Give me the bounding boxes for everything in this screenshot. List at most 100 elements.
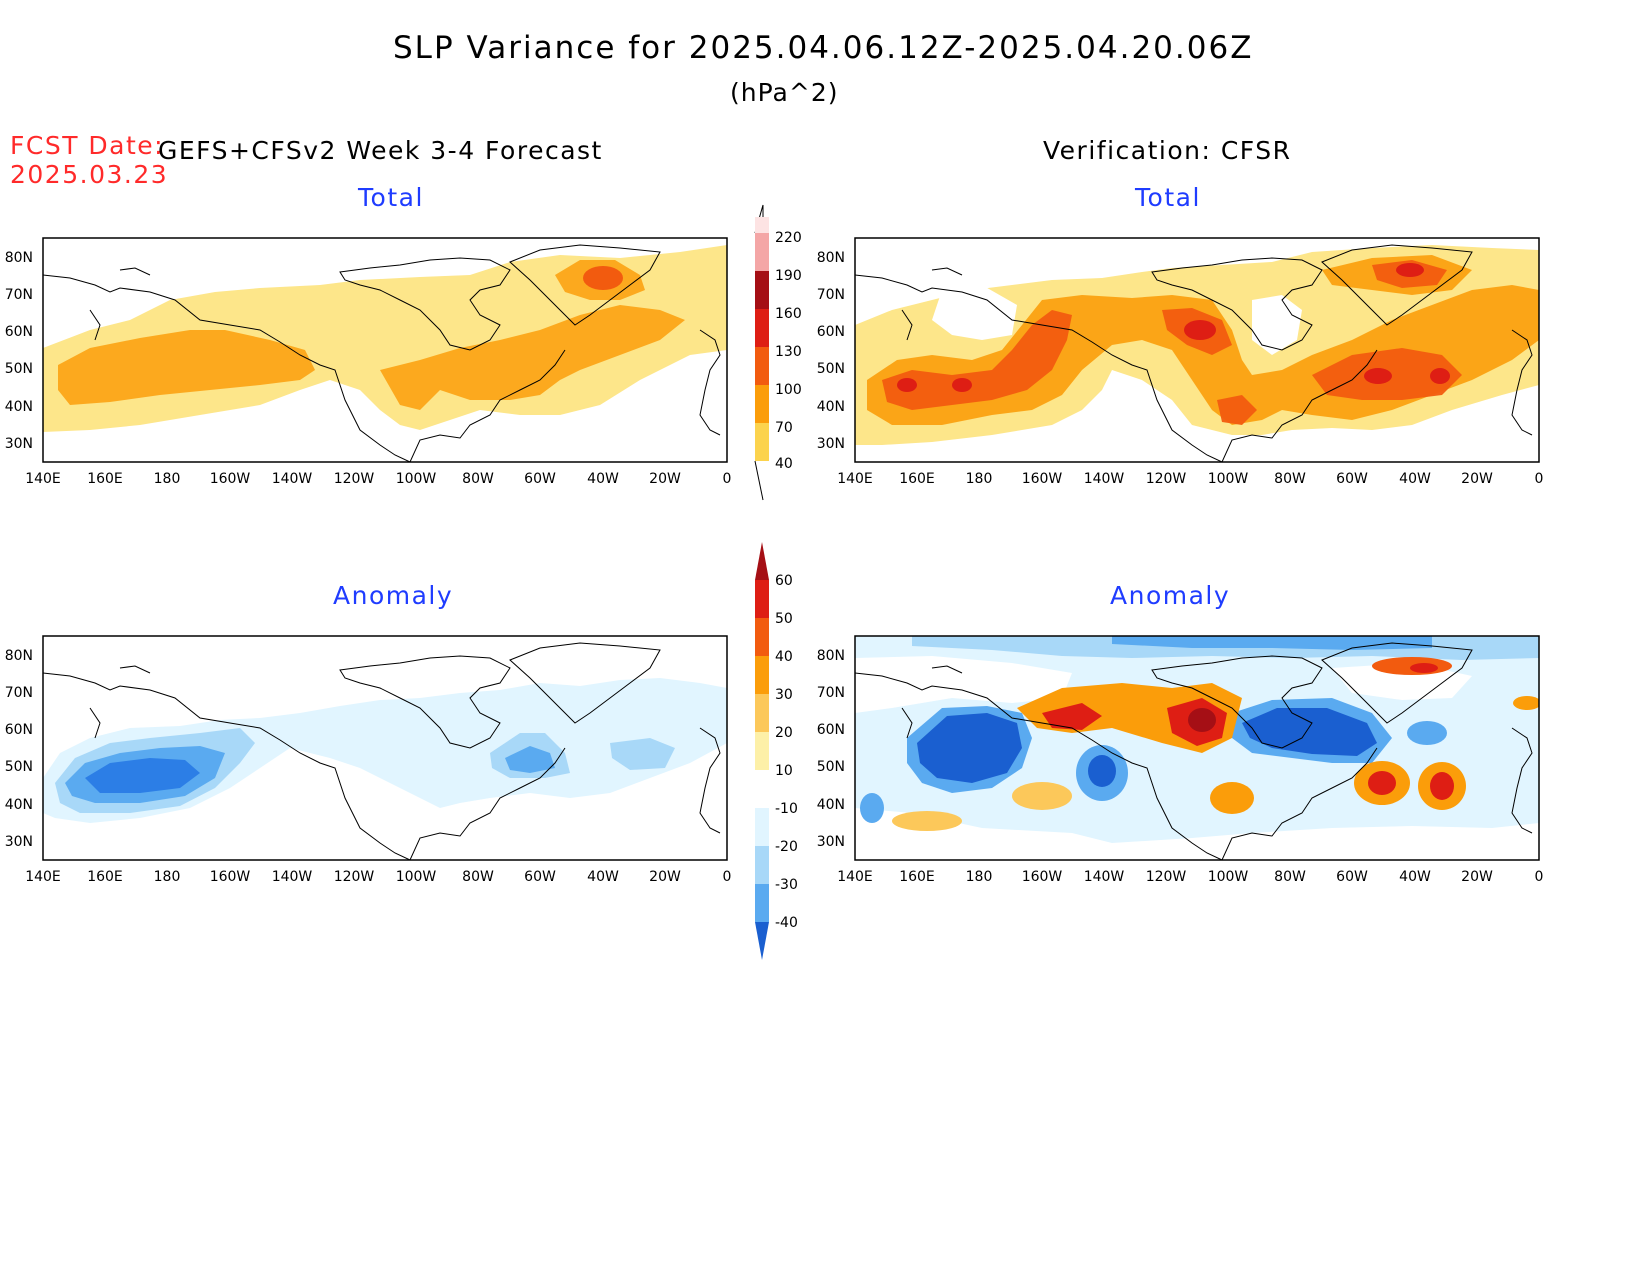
svg-text:60N: 60N: [817, 324, 845, 340]
colorbar-anomaly-bin-0: [755, 580, 769, 618]
svg-text:140W: 140W: [1084, 869, 1125, 885]
colorbar-total: 220 190 160 130 100 70 40: [754, 204, 802, 501]
svg-text:40W: 40W: [1399, 869, 1431, 885]
svg-text:80N: 80N: [817, 250, 845, 266]
colorbar-total-bin-3: [755, 309, 769, 347]
svg-text:0: 0: [1535, 869, 1544, 885]
svg-text:140W: 140W: [272, 471, 313, 487]
svg-text:120W: 120W: [1146, 869, 1187, 885]
map-verification-total: 80N 70N 60N 50N 40N 30N 140E 160E 180 16…: [817, 237, 1544, 487]
shading-neg40-gulf: [1088, 755, 1116, 787]
svg-text:30N: 30N: [817, 436, 845, 452]
colorbar-total-bottom-tip: [754, 460, 764, 501]
svg-text:0: 0: [1535, 471, 1544, 487]
svg-text:40W: 40W: [587, 471, 619, 487]
svg-text:-10: -10: [775, 801, 798, 817]
svg-text:160W: 160W: [210, 471, 251, 487]
colorbar-total-bin-0: [755, 217, 769, 233]
map-forecast-total: 80N 70N 60N 50N 40N 30N 140E 160E 180 16…: [5, 237, 731, 487]
panel-title-verification-anomaly: Anomaly: [1110, 581, 1231, 610]
svg-text:30N: 30N: [5, 436, 33, 452]
svg-text:120W: 120W: [334, 471, 375, 487]
shading-neg40: [85, 758, 200, 793]
svg-text:10: 10: [775, 763, 793, 779]
shading-pos50-alaska: [1042, 703, 1102, 730]
svg-text:50: 50: [775, 611, 793, 627]
svg-text:100W: 100W: [396, 869, 437, 885]
map-verification-anomaly: 80N 70N 60N 50N 40N 30N 140E 160E 180 16…: [817, 635, 1543, 885]
svg-text:160E: 160E: [899, 869, 935, 885]
shading-pos60-canada-core: [1188, 708, 1216, 732]
panel-title-forecast-anomaly: Anomaly: [333, 581, 454, 610]
shading-pos-greenland-core: [1410, 663, 1438, 673]
lat-axis: 80N 70N 60N 50N 40N 30N: [5, 250, 33, 452]
colorbar-anomaly-top-tip: [755, 542, 769, 580]
svg-text:70: 70: [775, 420, 793, 436]
shading-white-2: [855, 808, 1539, 860]
svg-text:100W: 100W: [396, 471, 437, 487]
lat-axis: 80N 70N 60N 50N 40N 30N: [817, 648, 845, 850]
svg-text:60W: 60W: [524, 869, 556, 885]
shading-neg40-na: [1242, 708, 1377, 756]
svg-text:-40: -40: [775, 915, 798, 931]
svg-text:160E: 160E: [899, 471, 935, 487]
svg-text:80W: 80W: [1274, 471, 1306, 487]
svg-text:50N: 50N: [5, 361, 33, 377]
shading-pos-atl-2-core: [1430, 772, 1454, 800]
svg-text:120W: 120W: [1146, 471, 1187, 487]
colorbar-anomaly-bin-8: [755, 884, 769, 922]
colorbar-total-bin-2: [755, 271, 769, 309]
svg-text:20W: 20W: [649, 869, 681, 885]
colorbar-anomaly-bin-7: [755, 846, 769, 884]
svg-text:120W: 120W: [334, 869, 375, 885]
svg-text:160W: 160W: [210, 869, 251, 885]
svg-text:100: 100: [775, 382, 802, 398]
lon-axis: 140E 160E 180 160W 140W 120W 100W 80W 60…: [837, 869, 1543, 885]
svg-text:180: 180: [154, 869, 181, 885]
svg-text:60W: 60W: [1336, 869, 1368, 885]
lat-axis: 80N 70N 60N 50N 40N 30N: [817, 250, 845, 452]
svg-text:70N: 70N: [817, 685, 845, 701]
svg-text:130: 130: [775, 344, 802, 360]
svg-text:80N: 80N: [817, 648, 845, 664]
svg-text:20W: 20W: [649, 471, 681, 487]
svg-text:140E: 140E: [837, 869, 873, 885]
svg-text:80W: 80W: [1274, 869, 1306, 885]
svg-text:40N: 40N: [5, 797, 33, 813]
shading-pos-west: [892, 811, 962, 831]
svg-text:-20: -20: [775, 839, 798, 855]
svg-text:30N: 30N: [817, 834, 845, 850]
shading-130-160-f: [952, 378, 972, 392]
svg-text:80W: 80W: [462, 869, 494, 885]
panel-title-forecast-total: Total: [358, 183, 424, 212]
svg-text:140W: 140W: [1084, 471, 1125, 487]
svg-text:80N: 80N: [5, 250, 33, 266]
shading-pos-pacific-sub: [1012, 782, 1072, 810]
svg-text:30: 30: [775, 687, 793, 703]
coastlines: [855, 642, 1533, 860]
svg-text:20: 20: [775, 725, 793, 741]
svg-text:160W: 160W: [1022, 471, 1063, 487]
colorbar-anomaly-bin-4: [755, 732, 769, 770]
shading-130-160-b: [1364, 368, 1392, 384]
svg-text:160W: 160W: [1022, 869, 1063, 885]
colorbar-anomaly-bin-2: [755, 656, 769, 694]
map-forecast-anomaly: 80N 70N 60N 50N 40N 30N 140E 160E 180 16…: [5, 635, 731, 885]
colorbar-total-bin-5: [755, 385, 769, 423]
svg-text:20W: 20W: [1461, 869, 1493, 885]
fcst-date-value: 2025.03.23: [10, 160, 169, 189]
svg-text:180: 180: [966, 869, 993, 885]
shading-pos-midlat: [1210, 782, 1254, 814]
shading-neg-west: [860, 793, 884, 823]
coastlines: [43, 642, 721, 860]
svg-text:20W: 20W: [1461, 471, 1493, 487]
colorbar-anomaly-bottom-tip: [755, 922, 769, 960]
svg-text:140E: 140E: [25, 471, 61, 487]
shading-100-130: [583, 266, 623, 290]
svg-text:40W: 40W: [1399, 471, 1431, 487]
svg-text:140W: 140W: [272, 869, 313, 885]
shading-130-160-c: [1430, 368, 1450, 384]
svg-text:60N: 60N: [817, 722, 845, 738]
shading-pos-atl-1-core: [1368, 771, 1396, 795]
colorbar-total-bin-1: [755, 233, 769, 271]
